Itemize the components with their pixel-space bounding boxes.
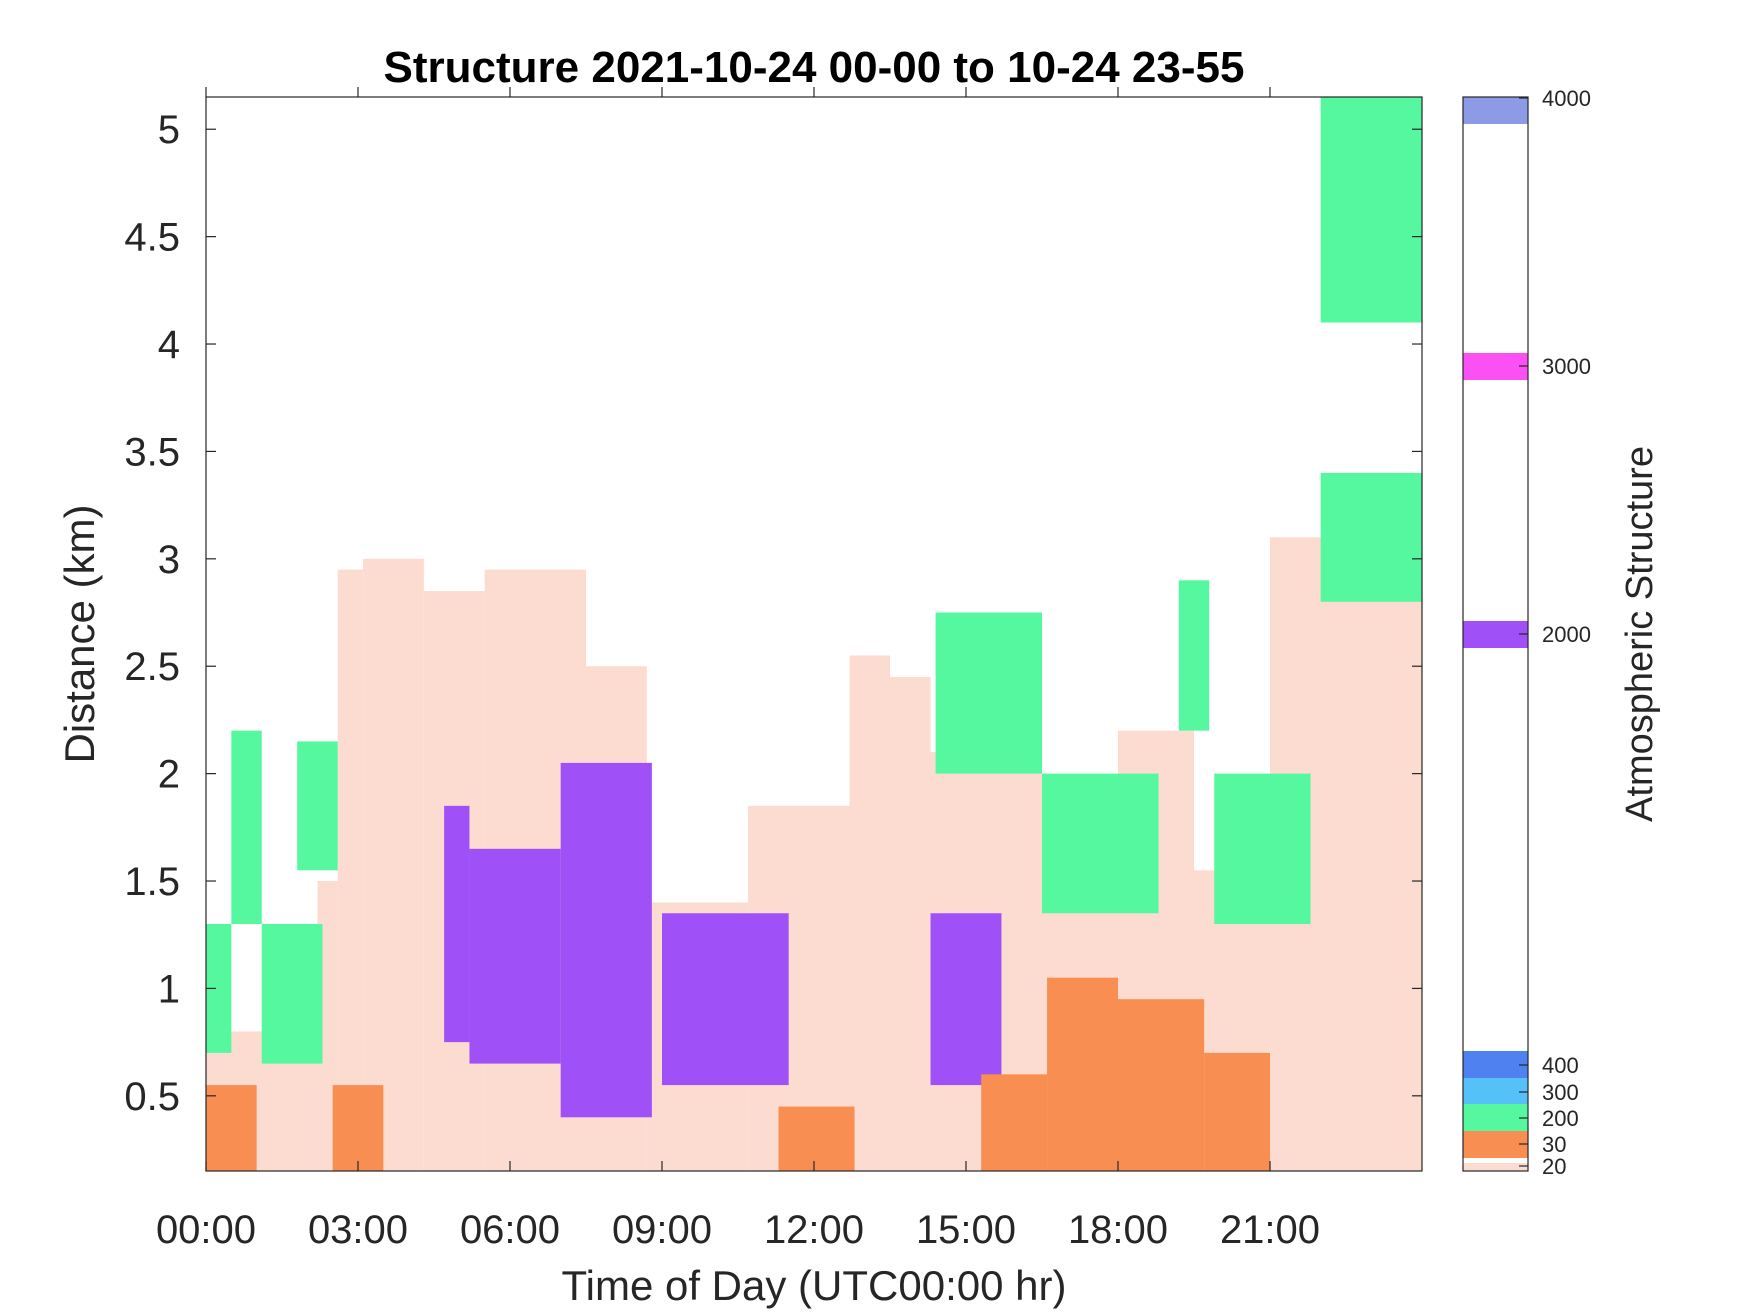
y-tick-label: 1.5 [124,860,180,904]
y-tick-label: 4 [158,323,180,367]
data-cell-2000-0 [444,805,470,1043]
colorbar-swatch-30 [1463,1131,1528,1158]
data-cell-20-3 [363,558,424,1171]
data-cell-200-8 [1320,472,1422,602]
chart-title: Structure 2021-10-24 00-00 to 10-24 23-5… [384,43,1245,92]
colorbar-tick-label: 3000 [1542,354,1591,379]
colorbar-swatches [1463,97,1528,1171]
data-cell-30-4 [1047,977,1118,1171]
colorbar-swatch-2000 [1463,621,1528,648]
colorbar-swatch-3000 [1463,353,1528,380]
data-cell-30-1 [332,1085,384,1171]
y-tick-label: 2.5 [124,645,180,689]
data-cell-30-2 [778,1106,855,1171]
data-cell-20-9 [849,655,890,1171]
colorbar-swatch-400 [1463,1051,1528,1078]
series-2000 [444,762,1002,1118]
colorbar-tick-label: 400 [1542,1053,1579,1078]
y-tick-label: 1 [158,967,180,1011]
y-tick-label: 0.5 [124,1075,180,1119]
colorbar-swatch-20 [1463,1163,1528,1171]
x-axis: 00:00 03:00 06:00 09:00 12:00 15:00 18:00 21:00 [156,87,1320,1252]
x-tick-label: 06:00 [460,1208,560,1252]
data-cell-20-16 [1346,494,1422,1171]
colorbar-tick-label: 300 [1542,1080,1579,1105]
colorbar-label: Atmospheric Structure [1619,446,1661,822]
data-cell-200-2 [261,923,323,1064]
colorbar-swatch-4000 [1463,97,1528,124]
series-200 [206,97,1422,1064]
data-marks [206,97,1422,1171]
data-cell-200-4 [935,612,1042,774]
plot-area: 00:00 03:00 06:00 09:00 12:00 15:00 18:00 21:00… [124,87,1423,1252]
data-cell-200-1 [231,730,262,924]
data-cell-2000-1 [469,848,561,1064]
colorbar-tick-label: 4000 [1542,86,1591,111]
y-tick-label: 4.5 [124,216,180,260]
data-cell-2000-4 [930,913,1002,1086]
data-cell-2000-3 [662,913,789,1086]
data-cell-30-5 [1118,999,1205,1171]
data-cell-200-7 [1214,773,1311,924]
data-cell-30-0 [206,1085,257,1171]
x-axis-label: Time of Day (UTC00:00 hr) [562,1262,1067,1309]
data-cell-20-2 [337,569,364,1171]
colorbar-swatch-200 [1463,1104,1528,1131]
y-tick-label: 3 [158,538,180,582]
x-tick-label: 00:00 [156,1208,256,1252]
data-cell-30-3 [981,1074,1048,1171]
y-tick-label: 3.5 [124,430,180,474]
y-axis-label: Distance (km) [56,504,103,763]
data-cell-200-6 [1178,580,1210,731]
data-cell-200-9 [1320,97,1422,323]
data-cell-2000-2 [560,762,652,1118]
data-cell-200-5 [1042,773,1159,914]
x-tick-label: 15:00 [916,1208,1016,1252]
colorbar-tick-label: 30 [1542,1132,1566,1157]
colorbar-tick-label: 200 [1542,1106,1579,1131]
series-30 [206,977,1270,1171]
x-tick-label: 18:00 [1068,1208,1168,1252]
colorbar-tick-label: 20 [1542,1154,1566,1179]
y-tick-label: 2 [158,753,180,797]
x-tick-label: 12:00 [764,1208,864,1252]
y-tick-label: 5 [158,108,180,152]
data-cell-20-10 [890,676,931,1171]
data-cell-30-6 [1204,1052,1270,1171]
x-tick-label: 03:00 [308,1208,408,1252]
x-tick-label: 09:00 [612,1208,712,1252]
x-tick-label: 21:00 [1220,1208,1320,1252]
y-axis: 0.5 1 1.5 2 2.5 3 3.5 4 4.5 5 [124,108,1422,1119]
data-cell-200-3 [297,741,338,871]
colorbar-swatch-300 [1463,1078,1528,1104]
colorbar-tick-label: 2000 [1542,622,1591,647]
